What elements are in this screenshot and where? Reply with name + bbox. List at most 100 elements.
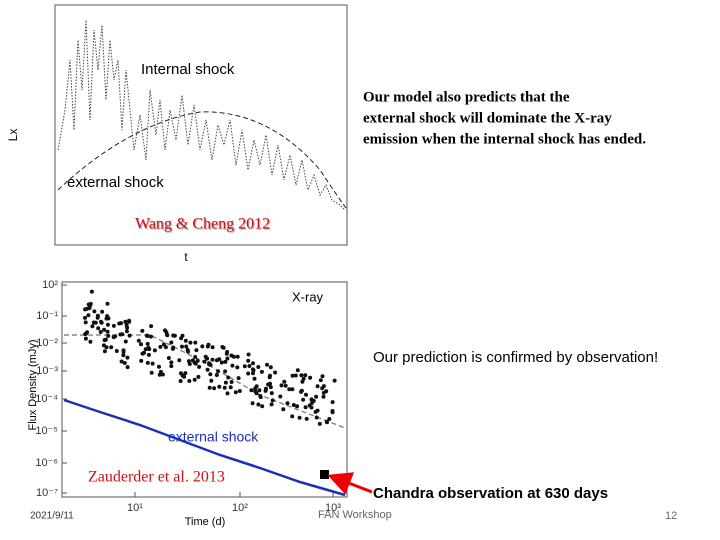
top-figure: Lx t Internal shock external shock Wang … xyxy=(6,4,348,264)
observation-dot xyxy=(290,414,295,419)
observation-dot xyxy=(149,324,154,329)
observation-dot xyxy=(88,339,93,344)
observation-dot xyxy=(299,373,304,378)
observation-dot xyxy=(169,360,174,365)
observation-dot xyxy=(228,385,233,390)
observation-dot xyxy=(235,365,240,370)
observation-dot xyxy=(125,355,130,360)
observation-dot xyxy=(127,319,132,324)
observation-dot xyxy=(256,402,261,407)
observation-dot xyxy=(205,367,210,372)
observation-dot xyxy=(290,387,295,392)
observation-dot xyxy=(106,316,111,321)
observation-dot xyxy=(200,344,205,349)
observation-dot xyxy=(187,379,192,383)
observation-dot xyxy=(86,302,91,307)
observation-dot xyxy=(313,409,318,414)
footer-event: FAN Workshop xyxy=(318,509,392,521)
observation-dot xyxy=(125,365,130,370)
x-tick-label: 10² xyxy=(232,502,248,514)
observation-dot xyxy=(157,364,161,369)
observation-dot xyxy=(190,358,195,363)
observation-dot xyxy=(283,383,288,388)
observation-dot xyxy=(257,388,262,393)
observation-dot xyxy=(139,342,143,347)
observation-dot xyxy=(123,319,128,324)
observation-dot xyxy=(179,336,184,341)
external-shock-curve xyxy=(57,111,347,209)
observation-dot xyxy=(269,391,274,396)
observation-dot xyxy=(146,345,151,350)
observation-dot xyxy=(194,348,199,353)
observation-dot xyxy=(222,385,227,390)
observation-dot xyxy=(291,403,296,407)
y-tick-label: 10⁻³ xyxy=(36,365,58,377)
observation-dot xyxy=(122,361,127,365)
observation-dot xyxy=(258,393,263,398)
y-label: Flux Density (mJy) xyxy=(27,339,39,430)
y-tick-label: 10⁻⁶ xyxy=(35,457,58,469)
observation-dot xyxy=(281,407,286,412)
observation-dot xyxy=(124,329,129,334)
observation-dot xyxy=(219,360,224,365)
observation-dot xyxy=(152,348,157,353)
observation-dot xyxy=(217,357,222,362)
observation-dot xyxy=(183,371,188,376)
observation-dot xyxy=(304,416,309,421)
observation-dot xyxy=(160,372,165,377)
observation-dot xyxy=(290,373,295,378)
observation-dot xyxy=(246,358,251,363)
observation-dot xyxy=(180,344,184,349)
observation-dot xyxy=(321,394,326,399)
observation-dot xyxy=(119,359,124,364)
observation-dot xyxy=(225,391,230,396)
note: external shock will dominate the X-ray xyxy=(363,110,612,126)
note: emission when the internal shock has end… xyxy=(363,131,646,147)
observation-dot xyxy=(251,368,256,373)
observation-dot xyxy=(217,384,222,389)
observation-dot xyxy=(123,339,128,344)
observation-dot xyxy=(139,358,144,363)
observation-dot xyxy=(224,351,229,356)
observation-dot xyxy=(195,358,200,363)
observation-dot xyxy=(223,369,228,374)
observation-dot xyxy=(96,326,101,331)
observation-dot xyxy=(120,332,125,337)
observation-dot xyxy=(223,380,228,385)
observation-dot xyxy=(318,378,323,383)
observation-dot xyxy=(309,401,314,405)
footer-page: 12 xyxy=(665,510,677,522)
observation-dot xyxy=(95,315,100,320)
observation-dot xyxy=(119,321,123,326)
observation-dot xyxy=(86,313,91,318)
observation-dot xyxy=(299,388,304,393)
observation-dot xyxy=(171,333,176,338)
observation-dot xyxy=(150,361,155,366)
observation-dot xyxy=(270,398,275,403)
observation-dot xyxy=(229,380,234,384)
observation-dot xyxy=(178,379,183,383)
observation-dot xyxy=(285,401,290,406)
observation-dot xyxy=(145,360,150,365)
observation-dot xyxy=(250,401,255,406)
observation-dot xyxy=(249,388,254,393)
observation-dot xyxy=(83,307,87,312)
observation-dot xyxy=(90,324,95,329)
x-tick-label: 10¹ xyxy=(127,502,143,514)
observation-dot xyxy=(226,375,231,380)
y-label: Lx xyxy=(6,129,20,142)
observation-dot xyxy=(124,322,129,327)
observation-dot xyxy=(330,410,335,415)
x-label: t xyxy=(184,250,188,264)
annotation: external shock xyxy=(67,174,164,191)
observation-dot xyxy=(330,400,335,405)
observation-dot xyxy=(268,381,272,386)
observation-dot xyxy=(182,374,187,379)
callout: Chandra observation at 630 days xyxy=(373,485,608,502)
observation-dot xyxy=(309,405,314,410)
blue-curve xyxy=(63,398,346,497)
observation-dot xyxy=(83,315,87,320)
observation-dot xyxy=(260,404,265,409)
observation-dot xyxy=(216,369,221,374)
